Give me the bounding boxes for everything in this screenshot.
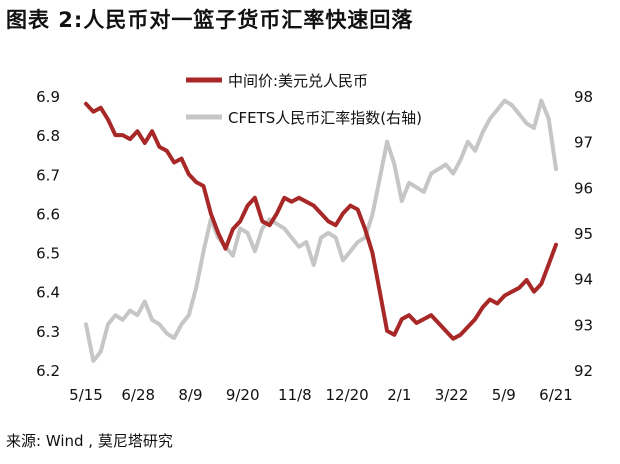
chart: 6.26.36.46.56.66.76.86.9 92939495969798 … [36, 72, 593, 404]
source-note: 来源: Wind , 莫尼塔研究 [6, 432, 173, 450]
left-tick-label: 6.6 [36, 205, 60, 223]
left-tick-label: 6.8 [36, 127, 60, 145]
left-tick-label: 6.7 [36, 166, 60, 184]
series-line-cny-central-parity [84, 101, 558, 341]
left-tick-label: 6.3 [36, 323, 60, 341]
x-tick-label: 3/22 [435, 386, 469, 404]
legend-label: CFETS人民币汇率指数(右轴) [228, 109, 422, 127]
right-tick-label: 94 [574, 271, 593, 289]
x-tick-label: 6/21 [539, 386, 573, 404]
series-line-cfets-index [84, 98, 558, 363]
left-tick-label: 6.5 [36, 245, 60, 263]
legend: 中间价:美元兑人民币 CFETS人民币汇率指数(右轴) [186, 72, 422, 127]
x-tick-label: 5/15 [69, 386, 103, 404]
left-tick-label: 6.2 [36, 362, 60, 380]
x-tick-label: 11/8 [278, 386, 312, 404]
chart-title: 图表 2:人民币对一篮子货币汇率快速回落 [6, 8, 414, 32]
x-tick-label: 6/28 [121, 386, 155, 404]
right-tick-label: 92 [574, 362, 593, 380]
legend-label: 中间价:美元兑人民币 [228, 72, 368, 90]
x-axis-ticks: 5/15 6/28 8/9 9/20 11/8 12/20 2/1 3/22 5/9 6/21 [69, 386, 573, 404]
x-tick-label: 5/9 [492, 386, 516, 404]
right-tick-label: 96 [574, 179, 593, 197]
right-tick-label: 98 [574, 88, 593, 106]
x-tick-label: 2/1 [387, 386, 411, 404]
right-tick-label: 95 [574, 225, 593, 243]
x-tick-label: 8/9 [178, 386, 202, 404]
left-axis-ticks: 6.2 6.3 6.4 6.5 6.6 6.7 6.8 6.9 [36, 88, 60, 380]
left-tick-label: 6.9 [36, 88, 60, 106]
x-tick-label: 12/20 [325, 386, 368, 404]
series-layer [84, 98, 558, 363]
right-tick-label: 97 [574, 134, 593, 152]
left-tick-label: 6.4 [36, 284, 60, 302]
right-tick-label: 93 [574, 316, 593, 334]
x-tick-label: 9/20 [226, 386, 260, 404]
right-axis-ticks: 92 93 94 95 96 97 98 [574, 88, 593, 380]
